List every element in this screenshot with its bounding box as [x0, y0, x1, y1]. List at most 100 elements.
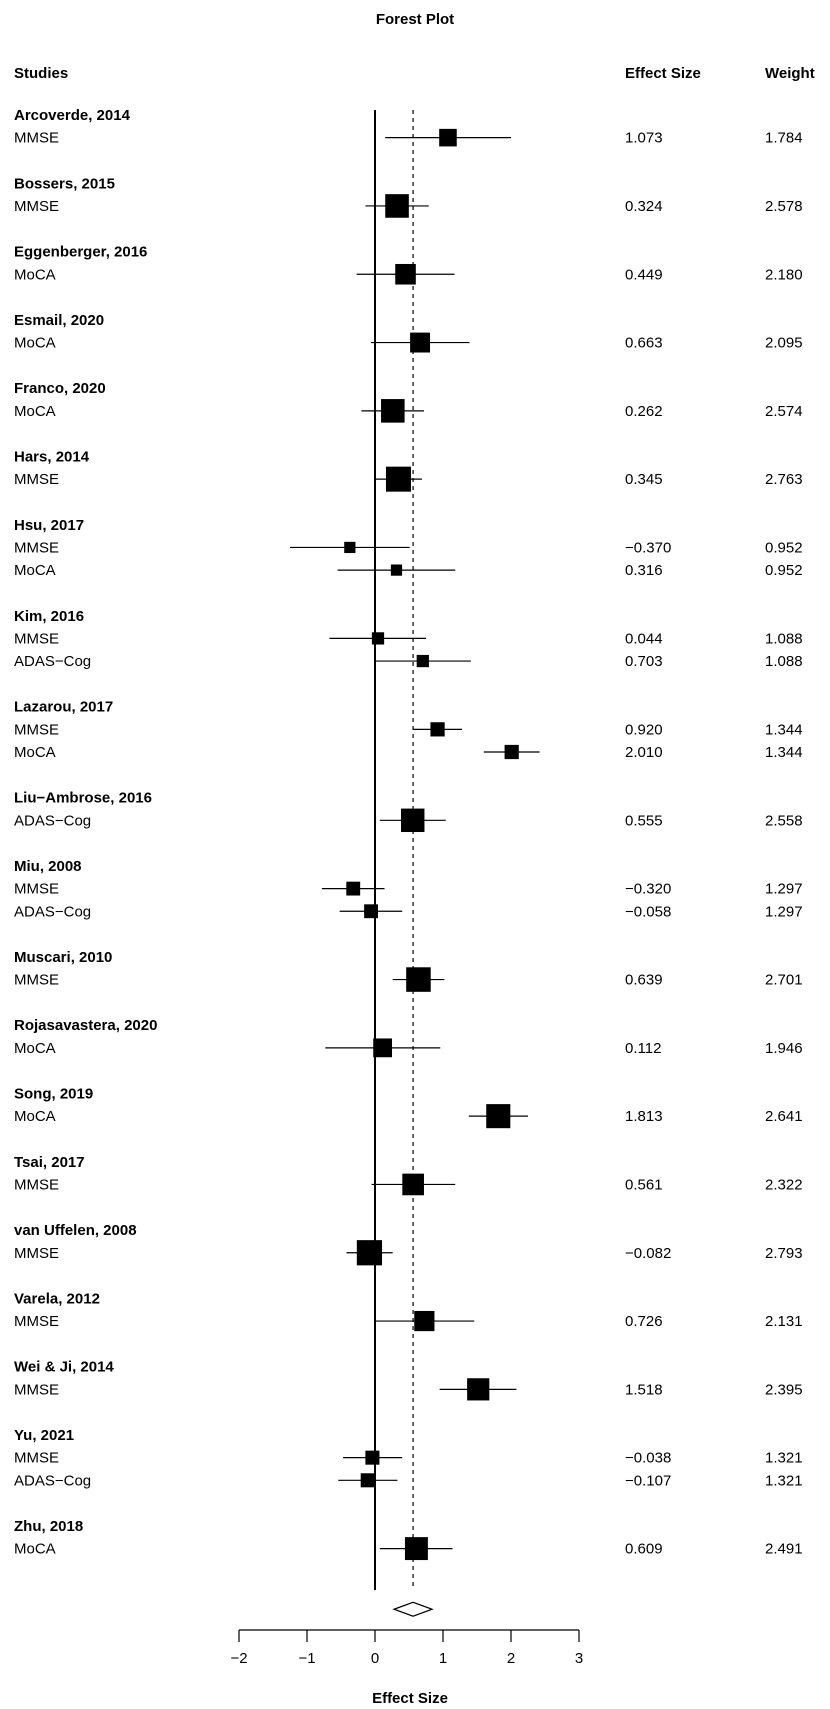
chart-title: Forest Plot	[376, 11, 454, 28]
outcome-measure: MMSE	[14, 1313, 59, 1330]
effect-marker	[395, 263, 416, 285]
x-tick-label: 0	[371, 1650, 379, 1667]
effect-size-value: 0.561	[625, 1176, 663, 1193]
effect-size-value: 2.010	[625, 744, 663, 761]
weight-value: 1.344	[765, 721, 803, 738]
header-effect-size: Effect Size	[625, 65, 701, 82]
outcome-measure: ADAS−Cog	[14, 653, 91, 670]
effect-size-value: −0.370	[625, 539, 671, 556]
study-name: Zhu, 2018	[14, 1518, 83, 1535]
effect-size-value: 0.324	[625, 198, 663, 215]
effect-marker	[430, 722, 445, 737]
effect-marker	[365, 1450, 380, 1465]
weight-value: 1.297	[765, 881, 803, 898]
outcome-measure: MMSE	[14, 630, 59, 647]
outcome-measure: MoCA	[14, 1541, 56, 1558]
study-name: Bossers, 2015	[14, 175, 115, 192]
study-name: Hsu, 2017	[14, 517, 84, 534]
effect-size-value: 1.813	[625, 1108, 663, 1125]
weight-value: 1.946	[765, 1040, 803, 1057]
effect-size-value: 0.920	[625, 721, 663, 738]
header-weight: Weight	[765, 65, 815, 82]
effect-marker	[371, 632, 385, 645]
effect-marker	[373, 1038, 393, 1058]
outcome-measure: MMSE	[14, 1176, 59, 1193]
study-name: Yu, 2021	[14, 1427, 74, 1444]
effect-size-value: 0.663	[625, 335, 663, 352]
effect-size-value: 0.726	[625, 1313, 663, 1330]
effect-size-value: 1.073	[625, 130, 663, 147]
pooled-diamond	[392, 1601, 434, 1617]
effect-marker	[401, 808, 425, 833]
outcome-measure: MMSE	[14, 1450, 59, 1467]
effect-size-value: −0.320	[625, 881, 671, 898]
outcome-measure: MMSE	[14, 881, 59, 898]
effect-marker	[344, 541, 356, 554]
weight-value: 2.763	[765, 471, 803, 488]
weight-value: 2.395	[765, 1381, 803, 1398]
weight-value: 0.952	[765, 539, 803, 556]
weight-value: 2.180	[765, 266, 803, 283]
outcome-measure: MoCA	[14, 744, 56, 761]
outcome-measure: MMSE	[14, 539, 59, 556]
effect-size-value: −0.058	[625, 903, 671, 920]
study-name: Song, 2019	[14, 1086, 93, 1103]
weight-value: 1.088	[765, 653, 803, 670]
outcome-measure: MoCA	[14, 266, 56, 283]
outcome-measure: MMSE	[14, 972, 59, 989]
study-name: Kim, 2016	[14, 608, 84, 625]
effect-marker	[416, 654, 429, 668]
weight-value: 1.344	[765, 744, 803, 761]
effect-marker	[404, 1537, 428, 1561]
x-tick-label: 2	[507, 1650, 515, 1667]
effect-marker	[385, 194, 409, 218]
effect-marker	[390, 564, 403, 576]
weight-value: 1.321	[765, 1450, 803, 1467]
study-name: Esmail, 2020	[14, 312, 104, 329]
effect-size-value: 0.345	[625, 471, 663, 488]
weight-value: 0.952	[765, 562, 803, 579]
outcome-measure: MoCA	[14, 1040, 56, 1057]
effect-size-value: 0.555	[625, 812, 663, 829]
outcome-measure: MoCA	[14, 1108, 56, 1125]
outcome-measure: ADAS−Cog	[14, 812, 91, 829]
outcome-measure: MMSE	[14, 1245, 59, 1262]
effect-marker	[364, 904, 378, 919]
outcome-measure: MoCA	[14, 403, 56, 420]
outcome-measure: MoCA	[14, 335, 56, 352]
effect-marker	[402, 1173, 424, 1196]
effect-marker	[356, 1240, 383, 1266]
x-tick-label: 3	[575, 1650, 583, 1667]
weight-value: 1.321	[765, 1472, 803, 1489]
study-name: Franco, 2020	[14, 380, 106, 397]
weight-value: 2.131	[765, 1313, 803, 1330]
effect-marker	[346, 881, 361, 896]
study-name: Liu−Ambrose, 2016	[14, 790, 152, 807]
weight-value: 2.491	[765, 1541, 803, 1558]
effect-marker	[360, 1473, 375, 1488]
study-name: Eggenberger, 2016	[14, 244, 147, 261]
study-name: Rojasavastera, 2020	[14, 1017, 157, 1034]
outcome-measure: MMSE	[14, 198, 59, 215]
x-tick-label: −2	[230, 1650, 247, 1667]
effect-size-value: −0.107	[625, 1472, 671, 1489]
effect-size-value: 0.044	[625, 630, 663, 647]
outcome-measure: MoCA	[14, 562, 56, 579]
effect-marker	[381, 399, 405, 423]
effect-marker	[486, 1104, 511, 1129]
weight-value: 2.574	[765, 403, 803, 420]
study-name: Arcoverde, 2014	[14, 107, 131, 124]
x-tick-label: −1	[298, 1650, 315, 1667]
effect-marker	[504, 744, 519, 760]
outcome-measure: MMSE	[14, 130, 59, 147]
effect-size-value: 0.112	[625, 1040, 661, 1057]
study-name: Hars, 2014	[14, 449, 90, 466]
study-name: Miu, 2008	[14, 858, 82, 875]
effect-size-value: 0.639	[625, 972, 663, 989]
effect-marker	[385, 466, 411, 492]
weight-value: 2.095	[765, 335, 803, 352]
weight-value: 1.088	[765, 630, 803, 647]
effect-size-value: 0.316	[625, 562, 663, 579]
effect-size-value: 0.703	[625, 653, 663, 670]
